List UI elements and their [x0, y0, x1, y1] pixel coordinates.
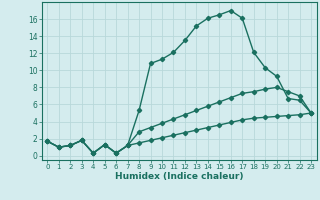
- X-axis label: Humidex (Indice chaleur): Humidex (Indice chaleur): [115, 172, 244, 181]
